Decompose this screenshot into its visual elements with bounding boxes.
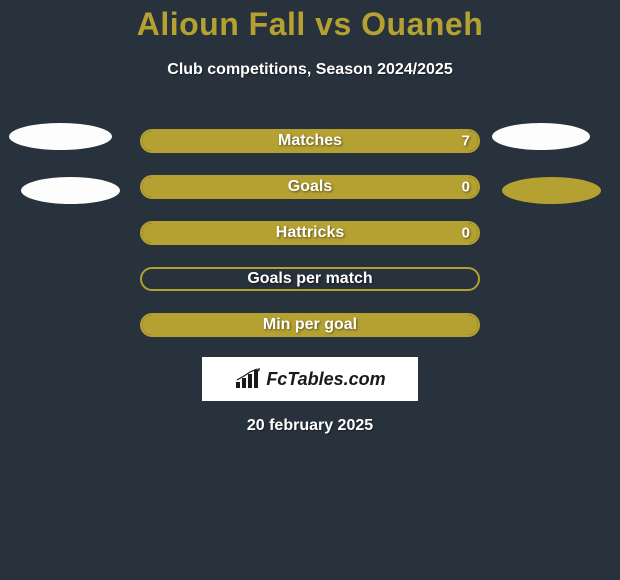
stat-bar-label: Goals per match bbox=[247, 270, 372, 288]
stat-bar-label: Min per goal bbox=[263, 316, 357, 334]
stat-bars: Matches 7 Goals 0 Hattricks 0 Goals per match M… bbox=[140, 129, 480, 337]
chart-logo-icon bbox=[234, 368, 262, 390]
logo-text: FcTables.com bbox=[266, 369, 385, 390]
stat-bar-label: Hattricks bbox=[276, 224, 344, 242]
stat-bar-value: 0 bbox=[462, 225, 470, 242]
decorative-ellipse bbox=[21, 177, 120, 204]
decorative-ellipse bbox=[502, 177, 601, 204]
stat-bar-row: Goals per match bbox=[140, 267, 480, 291]
stat-bar-row: Min per goal bbox=[140, 313, 480, 337]
stat-bar-row: Hattricks 0 bbox=[140, 221, 480, 245]
page-subtitle: Club competitions, Season 2024/2025 bbox=[0, 61, 620, 79]
stat-bar-row: Matches 7 bbox=[140, 129, 480, 153]
logo-box: FcTables.com bbox=[202, 357, 418, 401]
stat-bar-label: Matches bbox=[278, 132, 342, 150]
decorative-ellipse bbox=[492, 123, 590, 150]
stat-bar-value: 7 bbox=[462, 133, 470, 150]
stat-bar-value: 0 bbox=[462, 179, 470, 196]
page-title: Alioun Fall vs Ouaneh bbox=[0, 0, 620, 43]
date-text: 20 february 2025 bbox=[0, 417, 620, 435]
stat-bar-label: Goals bbox=[288, 178, 332, 196]
decorative-ellipse bbox=[9, 123, 112, 150]
stat-bar-row: Goals 0 bbox=[140, 175, 480, 199]
page-root: Alioun Fall vs Ouaneh Club competitions,… bbox=[0, 0, 620, 580]
